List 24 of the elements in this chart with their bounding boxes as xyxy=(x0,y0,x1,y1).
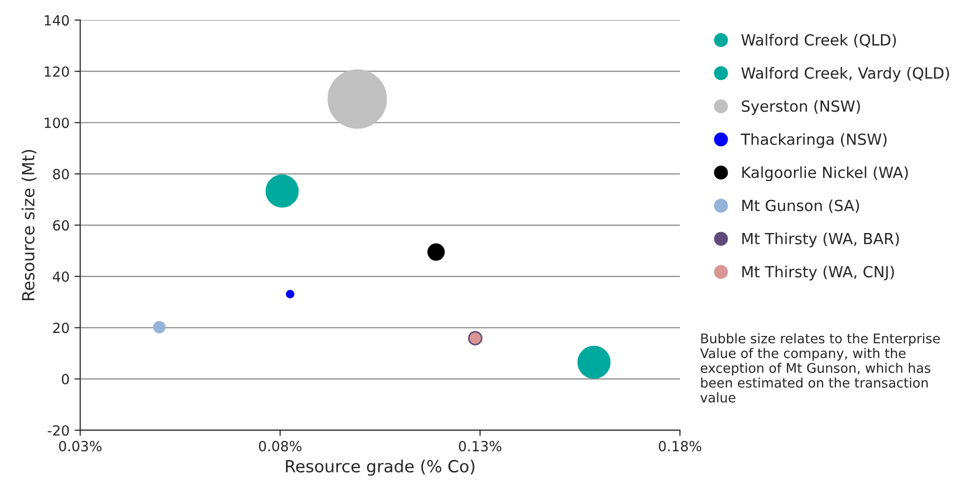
x-tick-label: 0.03% xyxy=(59,440,102,452)
y-tick-label: 100 xyxy=(44,118,69,128)
legend-label: Mt Gunson (SA) xyxy=(742,199,859,214)
legend-label: Kalgoorlie Nickel (WA) xyxy=(742,166,908,182)
y-tick-label: 20 xyxy=(53,322,69,334)
y-axis-title: Resource size (Mt) xyxy=(22,150,36,300)
legend-label: Mt Thirsty (WA, CNJ) xyxy=(742,266,894,280)
legend-label: Walford Creek, Vardy (QLD) xyxy=(741,66,949,82)
y-tick-label: 80 xyxy=(53,168,69,180)
y-tick-label: -20 xyxy=(48,425,69,436)
y-tick-label: 0 xyxy=(62,374,69,384)
x-tick-label: 0.18% xyxy=(658,440,702,452)
x-tick-label: 0.13% xyxy=(458,440,502,452)
y-tick-label: 140 xyxy=(44,15,69,26)
legend-label: Mt Thirsty (WA, BAR) xyxy=(742,232,899,248)
legend-label: Walford Creek (QLD) xyxy=(741,34,896,48)
y-tick-label: 40 xyxy=(52,271,69,282)
text: Bubble size relates to the Enterprise Value of the company, with the exception of Mt Gunson, which has been estimated on the transaction value xyxy=(700,333,940,403)
y-tick-label: 60 xyxy=(53,220,69,231)
x-axis-title: Resource grade (% Co) xyxy=(286,460,474,476)
legend-label: Thackaringa (NSW) xyxy=(740,133,887,148)
y-tick-label: 120 xyxy=(44,66,69,77)
x-tick-label: 0.08% xyxy=(258,440,302,452)
legend-label: Syerston (NSW) xyxy=(742,100,860,115)
